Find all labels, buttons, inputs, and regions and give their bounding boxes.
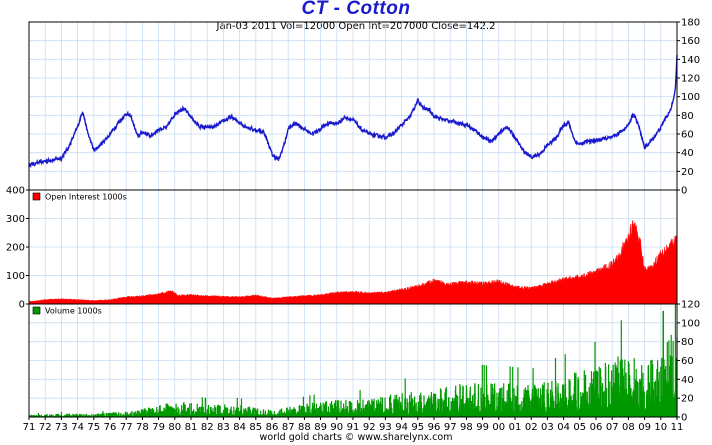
x-tick-label: 74	[71, 422, 84, 433]
x-tick-label: 88	[298, 422, 311, 433]
x-tick-label: 99	[476, 422, 489, 433]
y-tick-label: 80	[681, 337, 694, 348]
x-tick-label: 10	[654, 422, 667, 433]
x-tick-label: 80	[168, 422, 181, 433]
x-tick-label: 05	[573, 422, 586, 433]
x-tick-label: 78	[136, 422, 149, 433]
y-tick-label: 20	[681, 394, 694, 405]
y-tick-label: 0	[19, 300, 25, 311]
x-tick-label: 11	[671, 422, 684, 433]
x-tick-label: 93	[379, 422, 392, 433]
chart-title: CT - Cotton	[301, 0, 411, 19]
x-tick-label: 94	[395, 422, 408, 433]
y-tick-label: 40	[681, 148, 694, 159]
open-interest-area	[28, 219, 678, 305]
x-tick-label: 82	[201, 422, 214, 433]
y-tick-label: 100	[681, 92, 700, 103]
x-tick-label: 01	[509, 422, 522, 433]
y-tick-label: 60	[681, 130, 694, 141]
y-tick-label: 100	[681, 318, 700, 329]
x-tick-label: 83	[217, 422, 230, 433]
x-tick-label: 77	[120, 422, 133, 433]
legend-volume-label: Volume 1000s	[45, 307, 102, 316]
price-line	[28, 55, 678, 168]
y-tick-label: 120	[681, 300, 700, 311]
y-tick-label: 300	[6, 214, 25, 225]
y-tick-label: 160	[681, 36, 700, 47]
x-tick-label: 98	[460, 422, 473, 433]
y-tick-label: 200	[6, 243, 25, 254]
y-tick-label: 40	[681, 375, 694, 386]
y-tick-label: 180	[681, 18, 700, 29]
x-tick-label: 02	[525, 422, 538, 433]
y-tick-label: 0	[681, 186, 687, 197]
x-tick-label: 86	[266, 422, 279, 433]
legend-open-interest-swatch	[32, 192, 41, 201]
x-tick-label: 91	[347, 422, 360, 433]
y-tick-label: 120	[681, 74, 700, 85]
chart-subtitle: Jan-03 2011 Vol=12000 Open Int=207000 Cl…	[216, 21, 496, 32]
y-tick-label: 60	[681, 356, 694, 367]
x-tick-label: 00	[492, 422, 505, 433]
x-tick-label: 71	[23, 422, 36, 433]
x-tick-label: 08	[622, 422, 635, 433]
x-tick-label: 81	[185, 422, 198, 433]
x-tick-label: 79	[152, 422, 165, 433]
volume-bars	[28, 304, 678, 417]
chart-footer: world gold charts © www.sharelynx.com	[259, 432, 453, 443]
x-tick-label: 96	[428, 422, 441, 433]
x-tick-label: 73	[55, 422, 68, 433]
y-tick-label: 100	[6, 271, 25, 282]
x-tick-label: 07	[606, 422, 619, 433]
y-tick-label: 80	[681, 111, 694, 122]
x-tick-label: 76	[104, 422, 117, 433]
x-tick-label: 92	[363, 422, 376, 433]
y-tick-label: 0	[681, 413, 687, 424]
x-tick-label: 90	[330, 422, 343, 433]
x-tick-label: 09	[638, 422, 651, 433]
x-tick-label: 04	[557, 422, 570, 433]
x-tick-label: 87	[282, 422, 295, 433]
y-tick-label: 140	[681, 55, 700, 66]
x-tick-label: 95	[411, 422, 424, 433]
y-tick-label: 400	[6, 186, 25, 197]
x-tick-label: 84	[233, 422, 246, 433]
x-tick-label: 03	[541, 422, 554, 433]
x-tick-label: 97	[444, 422, 457, 433]
x-tick-label: 06	[590, 422, 603, 433]
x-tick-label: 85	[249, 422, 262, 433]
y-tick-label: 20	[681, 167, 694, 178]
legend-open-interest-label: Open Interest 1000s	[45, 193, 127, 202]
legend-volume-swatch	[32, 306, 41, 315]
x-tick-label: 75	[87, 422, 100, 433]
x-tick-label: 72	[39, 422, 52, 433]
x-tick-label: 89	[314, 422, 327, 433]
